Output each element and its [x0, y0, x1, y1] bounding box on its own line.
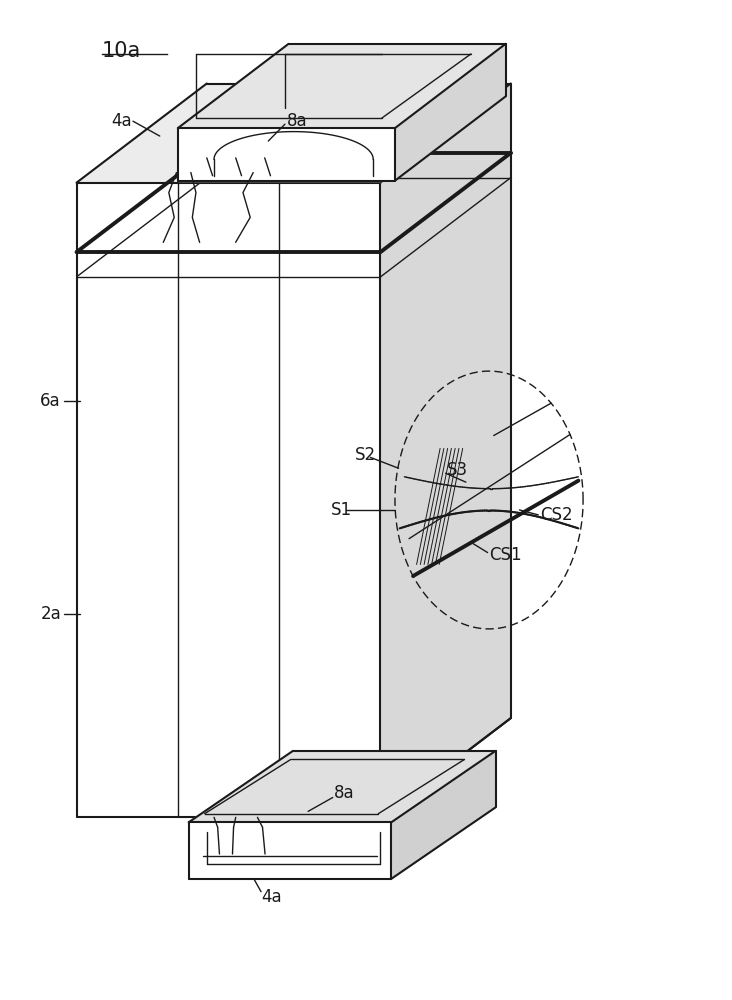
Polygon shape — [178, 128, 395, 181]
Polygon shape — [189, 751, 496, 822]
Text: CS2: CS2 — [539, 506, 572, 524]
Text: 2a: 2a — [40, 605, 61, 623]
Polygon shape — [392, 751, 496, 879]
Text: S1: S1 — [332, 501, 352, 519]
Text: CS1: CS1 — [489, 546, 522, 564]
Text: S3: S3 — [447, 461, 468, 479]
Polygon shape — [395, 44, 506, 181]
Text: 4a: 4a — [261, 888, 282, 906]
Text: 8a: 8a — [335, 784, 355, 802]
Polygon shape — [77, 183, 381, 817]
Polygon shape — [189, 822, 392, 879]
Text: 10a: 10a — [102, 41, 141, 61]
Polygon shape — [178, 44, 506, 128]
Polygon shape — [77, 84, 511, 183]
Text: 4a: 4a — [111, 112, 132, 130]
Text: 6a: 6a — [40, 392, 61, 410]
Text: 8a: 8a — [286, 112, 307, 130]
Text: S2: S2 — [354, 446, 376, 464]
Polygon shape — [381, 84, 511, 817]
